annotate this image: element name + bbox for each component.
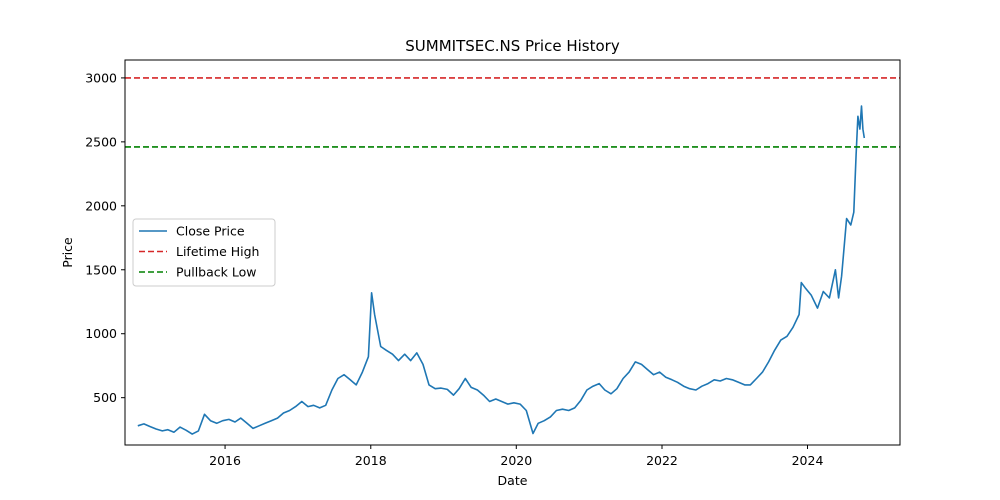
- x-tick-label: 2018: [355, 453, 387, 468]
- legend-label: Lifetime High: [176, 244, 259, 259]
- x-tick-label: 2022: [646, 453, 678, 468]
- chart-title: SUMMITSEC.NS Price History: [405, 37, 620, 55]
- x-tick-label: 2016: [209, 453, 241, 468]
- legend-label: Pullback Low: [176, 265, 256, 280]
- y-tick-label: 1000: [85, 326, 117, 341]
- axes-frame: [124, 59, 901, 446]
- close-price-line: [137, 105, 866, 435]
- legend-label: Close Price: [176, 224, 245, 239]
- y-tick-label: 500: [93, 390, 117, 405]
- y-tick-label: 3000: [85, 70, 117, 85]
- y-tick-label: 2500: [85, 134, 117, 149]
- x-tick-label: 2020: [500, 453, 532, 468]
- x-axis-title: Date: [498, 473, 528, 488]
- x-tick-label: 2024: [792, 453, 824, 468]
- y-tick-label: 2000: [85, 198, 117, 213]
- plot-area: 2016 2018 2020 2022 2024 500 1000 1500 2000 2500 3…: [85, 59, 901, 468]
- chart-legend: Close Price Lifetime High Pullback Low: [132, 218, 276, 287]
- legend-box: [132, 218, 276, 287]
- y-tick-label: 1500: [85, 262, 117, 277]
- y-axis-title: Price: [60, 237, 75, 268]
